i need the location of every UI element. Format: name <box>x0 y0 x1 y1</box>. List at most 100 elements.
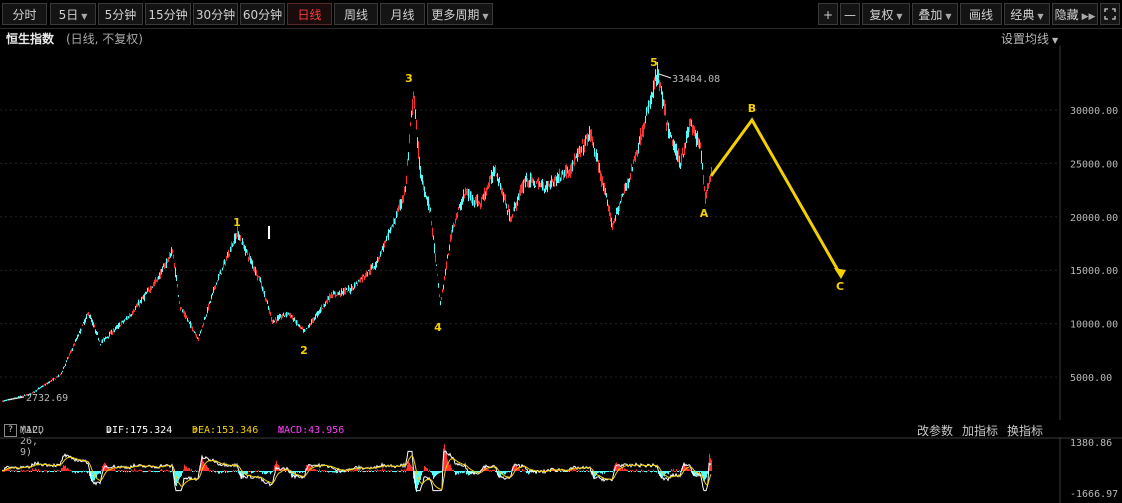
tab-5day[interactable]: 5日 ▼ <box>50 3 96 25</box>
candle <box>352 285 353 291</box>
macd-bar <box>87 471 88 474</box>
candle <box>142 296 143 299</box>
macd-bar <box>112 469 113 471</box>
wave-label-1: 1 <box>233 216 241 229</box>
macd-bar <box>527 471 528 473</box>
kline-chart[interactable]: 30000.0025000.0020000.0015000.0010000.00… <box>0 46 1122 420</box>
dea-line <box>1 454 712 490</box>
macd-bar <box>638 471 639 472</box>
tab-60min[interactable]: 60分钟 <box>240 3 285 25</box>
macd-bar <box>521 471 522 472</box>
candle <box>343 288 344 296</box>
candle <box>441 297 442 300</box>
tab-5min[interactable]: 5分钟 <box>98 3 143 25</box>
hide-button[interactable]: 隐藏 ▶▶ <box>1052 3 1098 25</box>
ma-settings-label: 设置均线 <box>1001 32 1050 46</box>
candle <box>242 237 243 246</box>
candle <box>229 253 230 257</box>
candle <box>387 233 388 238</box>
restore-dropdown[interactable]: 复权 ▼ <box>862 3 910 25</box>
macd-bar <box>367 471 368 472</box>
candle <box>81 328 82 331</box>
macd-bar <box>92 471 93 483</box>
zoom-in-button[interactable]: + <box>818 3 838 25</box>
macd-bar <box>691 471 692 473</box>
add-indicator-button[interactable]: 加指标 <box>962 424 999 438</box>
macd-bar <box>211 471 212 472</box>
draw-label: 画线 <box>968 8 993 22</box>
candle <box>172 249 173 254</box>
candle <box>5 399 6 402</box>
macd-bar <box>397 470 398 472</box>
candle <box>487 185 488 191</box>
macd-bar <box>674 470 675 472</box>
candle <box>116 325 117 329</box>
candle <box>98 337 99 341</box>
candle <box>391 225 392 231</box>
macd-bar <box>228 471 229 473</box>
candle <box>347 290 348 293</box>
macd-bar <box>82 471 83 473</box>
candle <box>127 316 128 321</box>
candle <box>187 317 188 322</box>
indicator-help-button[interactable]: ? <box>4 424 17 437</box>
tab-daily[interactable]: 日线 <box>287 3 332 25</box>
macd-bar <box>503 471 504 474</box>
draw-line-button[interactable]: 画线 <box>960 3 1002 25</box>
tab-intraday[interactable]: 分时 <box>2 3 47 25</box>
candle <box>272 319 273 324</box>
macd-bar <box>459 471 460 473</box>
zoom-out-button[interactable]: — <box>840 3 860 25</box>
candle <box>675 143 676 156</box>
macd-bar <box>23 470 24 472</box>
macd-bar <box>342 471 343 472</box>
tab-more-periods[interactable]: 更多周期 ▼ <box>427 3 493 25</box>
macd-chart[interactable]: 1380.86 -1666.97 <box>0 437 1122 503</box>
macd-bar <box>426 467 427 471</box>
tab-monthly[interactable]: 月线 <box>380 3 425 25</box>
macd-bar <box>269 471 270 473</box>
overlay-dropdown[interactable]: 叠加 ▼ <box>912 3 958 25</box>
macd-bar <box>488 469 489 471</box>
candle <box>594 148 595 157</box>
macd-bar <box>286 470 287 472</box>
macd-bar <box>360 471 361 472</box>
candle <box>108 336 109 339</box>
candle <box>90 314 91 320</box>
candle <box>318 310 319 316</box>
macd-bar <box>207 467 208 471</box>
candle <box>705 192 706 205</box>
candle <box>79 330 80 334</box>
candle <box>259 276 260 282</box>
ma-settings-button[interactable]: 设置均线 ▼ <box>1001 30 1058 47</box>
candle <box>215 284 216 290</box>
macd-bar <box>274 465 275 471</box>
macd-bar <box>690 469 691 471</box>
macd-bar <box>158 471 159 472</box>
modify-params-button[interactable]: 改参数 <box>917 424 954 438</box>
candle <box>268 305 269 310</box>
candle <box>700 142 701 149</box>
classic-button[interactable]: 经典 ▼ <box>1004 3 1050 25</box>
macd-bar <box>610 471 611 472</box>
tab-weekly[interactable]: 周线 <box>334 3 378 25</box>
tab-15min[interactable]: 15分钟 <box>145 3 191 25</box>
macd-bar <box>377 469 378 471</box>
candle <box>515 202 516 209</box>
macd-bar <box>413 471 414 479</box>
macd-bar <box>474 471 475 474</box>
candle <box>482 194 483 200</box>
candle <box>300 325 301 329</box>
macd-bar <box>464 471 465 473</box>
tab-30min[interactable]: 30分钟 <box>193 3 238 25</box>
candle <box>697 131 698 145</box>
macd-bar <box>33 469 34 471</box>
candle <box>510 216 511 223</box>
switch-indicator-button[interactable]: 换指标 <box>1007 424 1044 438</box>
candle <box>537 178 538 183</box>
candle <box>528 180 529 188</box>
macd-bar <box>658 471 659 475</box>
candle <box>378 257 379 262</box>
fullscreen-button[interactable] <box>1100 3 1120 25</box>
candle <box>393 217 394 228</box>
